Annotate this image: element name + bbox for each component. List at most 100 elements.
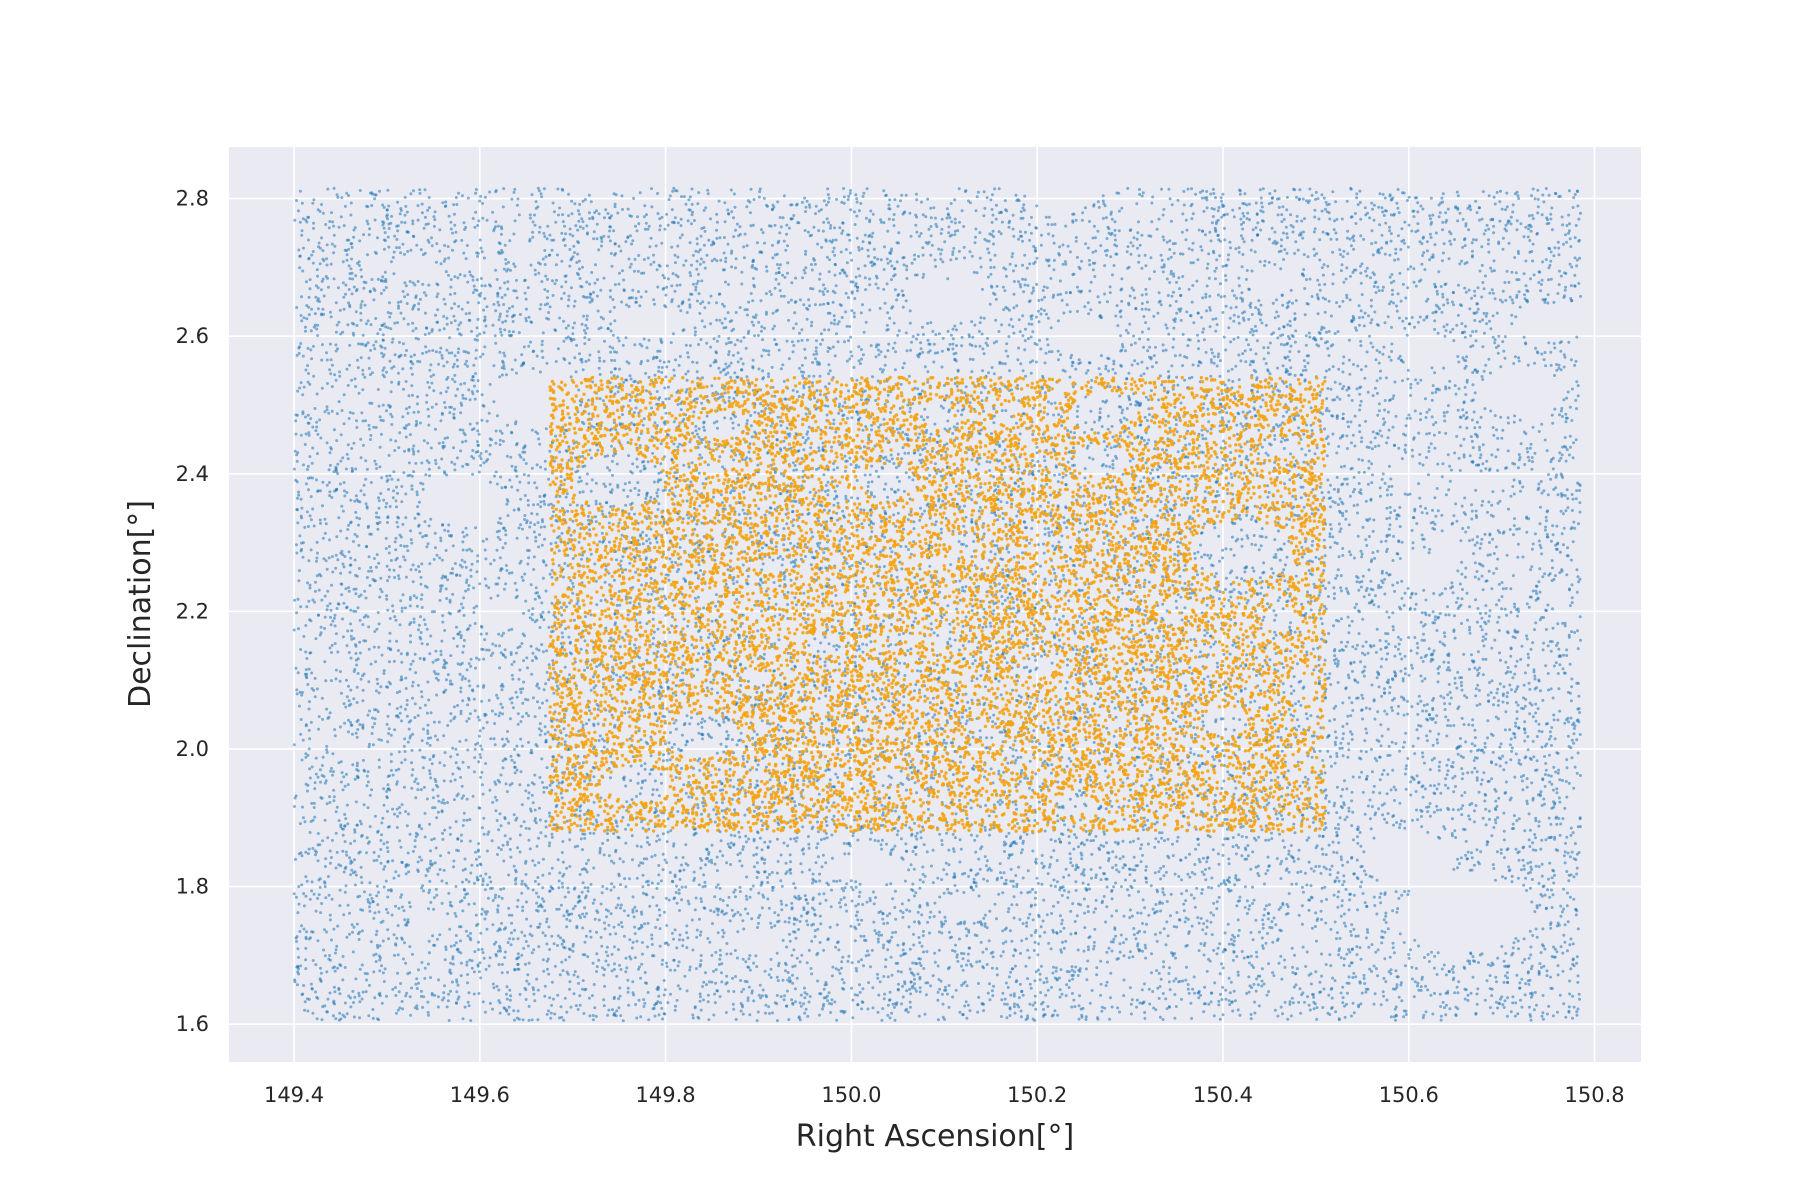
scatter-point (897, 329, 901, 333)
scatter-point (386, 850, 390, 854)
scatter-point (309, 329, 313, 333)
scatter-point (631, 940, 635, 944)
scatter-point (1550, 228, 1554, 232)
scatter-point (742, 927, 746, 931)
scatter-point (1338, 497, 1342, 501)
scatter-point (645, 836, 649, 840)
scatter-point (500, 296, 504, 299)
scatter-point (336, 650, 340, 654)
scatter-point (714, 604, 718, 608)
scatter-point (1170, 294, 1174, 298)
scatter-point (1049, 884, 1053, 888)
scatter-point (1374, 950, 1378, 954)
scatter-point (396, 649, 400, 652)
scatter-point (1389, 300, 1393, 304)
scatter-point (695, 282, 699, 286)
scatter-point (523, 934, 527, 938)
scatter-point (832, 322, 836, 326)
scatter-point (1424, 416, 1428, 419)
scatter-point (1533, 910, 1537, 914)
scatter-point (640, 360, 643, 363)
scatter-point (1373, 445, 1377, 448)
scatter-point (889, 453, 893, 457)
scatter-point (557, 1016, 561, 1020)
scatter-point (914, 891, 918, 895)
scatter-point (879, 218, 883, 222)
scatter-point (651, 617, 655, 621)
scatter-point (1165, 791, 1169, 795)
scatter-point (1050, 661, 1054, 665)
scatter-point (396, 1008, 400, 1012)
scatter-point (992, 414, 996, 418)
scatter-point (1062, 875, 1066, 879)
scatter-point (609, 350, 613, 354)
scatter-point (1504, 761, 1508, 765)
scatter-point (296, 947, 300, 951)
scatter-point (1546, 672, 1550, 675)
scatter-point (818, 393, 822, 397)
scatter-point (485, 927, 489, 931)
scatter-point (1103, 448, 1107, 452)
scatter-point (1105, 237, 1109, 240)
scatter-point (1447, 661, 1450, 664)
scatter-point (397, 446, 401, 450)
scatter-point (886, 311, 890, 315)
scatter-point (424, 326, 428, 330)
scatter-point (1154, 837, 1158, 841)
scatter-point (915, 837, 919, 841)
scatter-point (411, 580, 415, 584)
scatter-point (1578, 997, 1581, 1001)
scatter-point (1365, 266, 1369, 270)
scatter-point (1122, 914, 1126, 918)
scatter-point (1489, 964, 1493, 968)
scatter-point (1053, 473, 1056, 477)
scatter-point (602, 482, 606, 486)
scatter-point (1130, 914, 1134, 918)
scatter-point (1019, 230, 1022, 234)
scatter-point (1565, 835, 1569, 839)
scatter-point (1482, 369, 1486, 373)
scatter-point (518, 668, 522, 672)
scatter-point (503, 281, 507, 285)
scatter-point (886, 328, 890, 331)
scatter-point (1007, 907, 1011, 911)
scatter-point (1532, 755, 1536, 759)
scatter-point (1443, 702, 1447, 706)
scatter-point (740, 282, 744, 286)
scatter-point (604, 959, 608, 963)
scatter-point (1578, 256, 1582, 260)
scatter-point (1402, 241, 1406, 245)
scatter-point (1234, 364, 1238, 368)
scatter-point (428, 743, 432, 747)
scatter-point (978, 256, 982, 260)
scatter-point (326, 589, 330, 593)
scatter-point (1208, 959, 1212, 963)
scatter-point (1304, 343, 1308, 347)
scatter-point (604, 626, 608, 630)
scatter-point (319, 780, 322, 784)
scatter-point (1061, 614, 1065, 618)
scatter-point (422, 226, 426, 230)
scatter-point (1389, 493, 1393, 497)
scatter-point (965, 544, 968, 548)
scatter-point (378, 595, 382, 599)
scatter-point (1431, 708, 1435, 712)
scatter-point (531, 230, 535, 234)
scatter-point (1156, 468, 1159, 472)
scatter-point (823, 404, 827, 408)
scatter-point (1074, 880, 1078, 884)
scatter-point (1549, 822, 1553, 826)
scatter-point (417, 623, 421, 627)
scatter-point (1359, 281, 1363, 285)
scatter-point (1200, 316, 1203, 319)
scatter-point (897, 982, 900, 986)
scatter-point (1575, 258, 1579, 262)
scatter-point (1492, 224, 1496, 228)
scatter-point (809, 672, 813, 675)
scatter-point (794, 564, 798, 568)
scatter-point (999, 871, 1002, 875)
scatter-point (504, 782, 508, 786)
scatter-point (1372, 1002, 1376, 1006)
scatter-point (292, 805, 296, 808)
scatter-point (396, 321, 399, 325)
